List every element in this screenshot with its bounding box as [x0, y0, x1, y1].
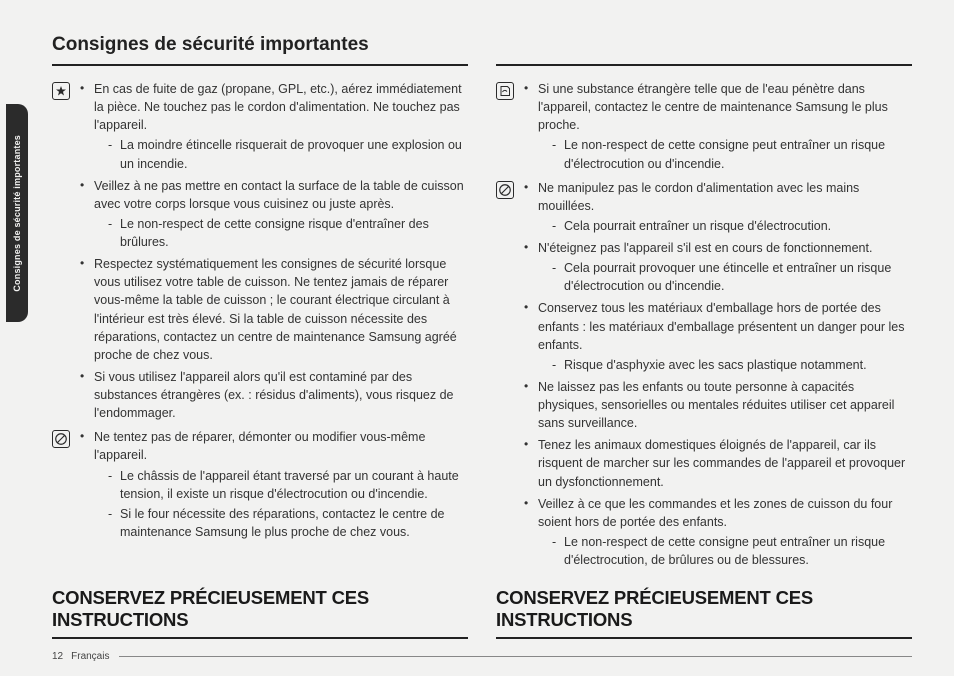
- bullet-item: Ne laissez pas les enfants ou toute pers…: [524, 378, 912, 432]
- bullet-text: Ne laissez pas les enfants ou toute pers…: [538, 380, 894, 430]
- bullet-text: Veillez à ce que les commandes et les zo…: [538, 497, 892, 529]
- section-icon-slot: [52, 80, 72, 100]
- sub-item: Le non-respect de cette consigne peut en…: [552, 533, 912, 569]
- bullet-item: N'éteignez pas l'appareil s'il est en co…: [524, 239, 912, 295]
- bullet-list: En cas de fuite de gaz (propane, GPL, et…: [80, 80, 468, 426]
- page-number: 12: [52, 651, 63, 662]
- column-body: En cas de fuite de gaz (propane, GPL, et…: [52, 80, 468, 547]
- side-tab: Consignes de sécurité importantes: [6, 104, 28, 322]
- bullet-text: Veillez à ne pas mettre en contact la su…: [94, 179, 464, 211]
- section-icon-slot: [496, 179, 516, 199]
- bullet-text: Si vous utilisez l'appareil alors qu'il …: [94, 370, 454, 420]
- page-language: Français: [71, 651, 109, 662]
- right-column: Si une substance étrangère telle que de …: [496, 64, 912, 639]
- save-instructions-banner: CONSERVEZ PRÉCIEUSEMENT CES INSTRUCTIONS: [496, 575, 912, 639]
- bullet-list: Si une substance étrangère telle que de …: [524, 80, 912, 177]
- safety-section: Ne tentez pas de réparer, démonter ou mo…: [52, 428, 468, 545]
- column-divider: [496, 64, 912, 66]
- bullet-item: En cas de fuite de gaz (propane, GPL, et…: [80, 80, 468, 173]
- sub-list: Cela pourrait entraîner un risque d'élec…: [538, 217, 912, 235]
- bullet-text: Si une substance étrangère telle que de …: [538, 82, 888, 132]
- safety-section: Si une substance étrangère telle que de …: [496, 80, 912, 177]
- sub-item: La moindre étincelle risquerait de provo…: [108, 136, 468, 172]
- sub-item: Cela pourrait entraîner un risque d'élec…: [552, 217, 912, 235]
- left-column: En cas de fuite de gaz (propane, GPL, et…: [52, 64, 468, 639]
- bullet-item: Si une substance étrangère telle que de …: [524, 80, 912, 173]
- section-icon-slot: [52, 428, 72, 448]
- column-body: Si une substance étrangère telle que de …: [496, 80, 912, 575]
- sub-item: Le non-respect de cette consigne peut en…: [552, 136, 912, 172]
- bullet-item: Veillez à ne pas mettre en contact la su…: [80, 177, 468, 252]
- bullet-item: Tenez les animaux domestiques éloignés d…: [524, 436, 912, 490]
- bullet-text: Ne tentez pas de réparer, démonter ou mo…: [94, 430, 425, 462]
- note-icon: [496, 82, 514, 100]
- column-divider: [52, 64, 468, 66]
- sub-item: Le non-respect de cette consigne risque …: [108, 215, 468, 251]
- footer-rule: [119, 656, 912, 657]
- bullet-list: Ne manipulez pas le cordon d'alimentatio…: [524, 179, 912, 574]
- sub-list: Cela pourrait provoquer une étincelle et…: [538, 259, 912, 295]
- bullet-item: Ne manipulez pas le cordon d'alimentatio…: [524, 179, 912, 235]
- bullet-item: Veillez à ce que les commandes et les zo…: [524, 495, 912, 570]
- page-heading: Consignes de sécurité importantes: [42, 34, 912, 64]
- sub-item: Risque d'asphyxie avec les sacs plastiqu…: [552, 356, 912, 374]
- prohibit-icon: [52, 430, 70, 448]
- bullet-item: Conservez tous les matériaux d'emballage…: [524, 299, 912, 374]
- manual-page: Consignes de sécurité importantes Consig…: [0, 0, 954, 676]
- bullet-text: En cas de fuite de gaz (propane, GPL, et…: [94, 82, 462, 132]
- prohibit-icon: [496, 181, 514, 199]
- bullet-item: Ne tentez pas de réparer, démonter ou mo…: [80, 428, 468, 541]
- sub-list: Le non-respect de cette consigne risque …: [94, 215, 468, 251]
- save-instructions-banner: CONSERVEZ PRÉCIEUSEMENT CES INSTRUCTIONS: [52, 575, 468, 639]
- two-column-layout: En cas de fuite de gaz (propane, GPL, et…: [42, 64, 912, 639]
- sub-list: La moindre étincelle risquerait de provo…: [94, 136, 468, 172]
- side-tab-label: Consignes de sécurité importantes: [12, 135, 22, 292]
- sub-item: Cela pourrait provoquer une étincelle et…: [552, 259, 912, 295]
- bullet-text: Conservez tous les matériaux d'emballage…: [538, 301, 905, 351]
- bullet-text: N'éteignez pas l'appareil s'il est en co…: [538, 241, 872, 255]
- safety-section: Ne manipulez pas le cordon d'alimentatio…: [496, 179, 912, 574]
- safety-section: En cas de fuite de gaz (propane, GPL, et…: [52, 80, 468, 426]
- page-footer: 12 Français: [52, 651, 912, 662]
- sub-list: Le non-respect de cette consigne peut en…: [538, 533, 912, 569]
- bullet-text: Respectez systématiquement les consignes…: [94, 257, 457, 362]
- bullet-text: Ne manipulez pas le cordon d'alimentatio…: [538, 181, 859, 213]
- star-icon: [52, 82, 70, 100]
- sub-list: Le châssis de l'appareil étant traversé …: [94, 467, 468, 542]
- bullet-item: Respectez systématiquement les consignes…: [80, 255, 468, 364]
- sub-item: Si le four nécessite des réparations, co…: [108, 505, 468, 541]
- sub-list: Le non-respect de cette consigne peut en…: [538, 136, 912, 172]
- bullet-list: Ne tentez pas de réparer, démonter ou mo…: [80, 428, 468, 545]
- bullet-item: Si vous utilisez l'appareil alors qu'il …: [80, 368, 468, 422]
- sub-list: Risque d'asphyxie avec les sacs plastiqu…: [538, 356, 912, 374]
- bullet-text: Tenez les animaux domestiques éloignés d…: [538, 438, 905, 488]
- sub-item: Le châssis de l'appareil étant traversé …: [108, 467, 468, 503]
- section-icon-slot: [496, 80, 516, 100]
